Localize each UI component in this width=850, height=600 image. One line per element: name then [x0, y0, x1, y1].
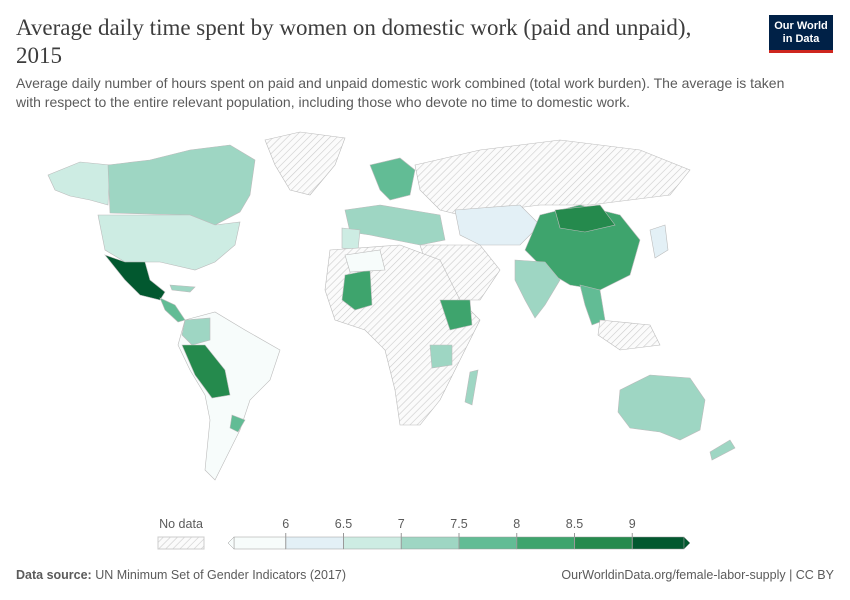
legend: 6 6.5 7 7.5 8 8.5 9	[227, 517, 691, 550]
logo-line: Our World	[774, 20, 828, 32]
source-text: UN Minimum Set of Gender Indicators (201…	[95, 568, 347, 582]
country	[649, 224, 669, 259]
no-data-label: No data	[159, 517, 203, 531]
legend-bin	[343, 536, 402, 550]
country	[414, 139, 691, 216]
legend-bin	[632, 536, 685, 550]
country	[97, 214, 241, 271]
country	[264, 131, 346, 196]
legend-bin	[516, 536, 575, 550]
legend-tick-label: 6.5	[335, 517, 352, 531]
credit[interactable]: OurWorldinData.org/female-labor-supply |…	[561, 568, 834, 582]
legend-tick-label: 7.5	[450, 517, 467, 531]
legend-bin	[574, 536, 633, 550]
country	[181, 344, 231, 399]
legend-tick-label: 6	[282, 517, 289, 531]
country	[597, 319, 661, 351]
country	[579, 284, 606, 326]
map: No data 6 6.5 7 7.5 8 8.5 9	[47, 131, 736, 550]
country	[169, 284, 196, 293]
subtitle: Average daily number of hours spent on p…	[16, 75, 785, 110]
country	[514, 259, 561, 319]
legend-bin	[285, 536, 344, 550]
legend-bin	[401, 536, 460, 550]
country	[709, 439, 736, 461]
country	[229, 414, 246, 433]
legend-bin	[233, 536, 286, 550]
no-data-swatch	[157, 536, 205, 550]
source-label: Data source:	[16, 568, 92, 582]
country	[104, 254, 166, 301]
logo[interactable]: Our World in Data	[769, 15, 833, 53]
countries	[47, 131, 736, 481]
country	[107, 144, 256, 226]
title: Average daily time spent by women on dom…	[16, 15, 692, 68]
legend-arrow	[227, 536, 235, 550]
legend-arrow	[683, 536, 691, 550]
legend-tick-label: 7	[398, 517, 405, 531]
legend-tick-label: 8	[513, 517, 520, 531]
source: Data source: UN Minimum Set of Gender In…	[16, 568, 346, 582]
legend-bin	[458, 536, 517, 550]
legend-tick-label: 9	[629, 517, 636, 531]
country	[439, 299, 473, 331]
country	[159, 297, 186, 323]
country	[344, 249, 386, 273]
country	[341, 227, 361, 251]
country	[344, 204, 446, 246]
legend-tick-label: 8.5	[566, 517, 583, 531]
logo-line: in Data	[782, 33, 820, 45]
country	[429, 344, 453, 369]
country	[369, 157, 416, 201]
country	[617, 374, 706, 441]
country	[454, 204, 541, 246]
country	[554, 204, 616, 233]
country	[464, 369, 479, 406]
country	[47, 161, 111, 206]
country	[181, 317, 211, 346]
